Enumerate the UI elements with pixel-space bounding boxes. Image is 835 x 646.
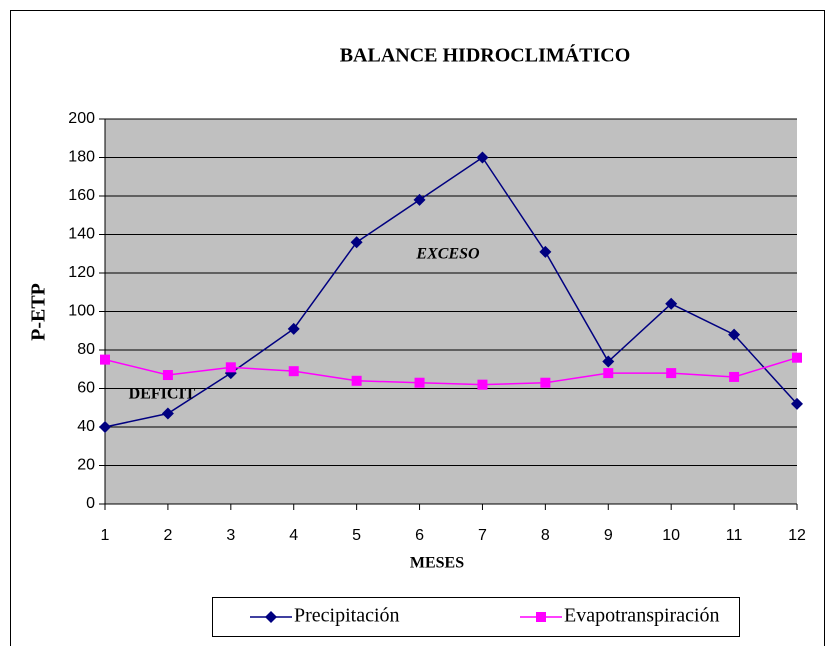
marker	[729, 371, 740, 382]
x-tick-label: 3	[226, 527, 235, 544]
x-tick-label: 5	[352, 527, 361, 544]
y-axis-label: P-ETP	[28, 283, 50, 341]
marker	[100, 354, 110, 365]
legend	[212, 597, 740, 637]
x-axis-label: MESES	[410, 555, 464, 572]
x-tick-label: 7	[478, 527, 487, 544]
marker	[287, 322, 300, 335]
marker	[288, 366, 299, 377]
x-tick-label: 9	[604, 527, 613, 544]
y-tick-label: 200	[68, 110, 95, 127]
marker	[350, 236, 363, 249]
y-tick-label: 60	[77, 380, 95, 397]
x-tick-label: 4	[289, 527, 298, 544]
x-tick-label: 6	[415, 527, 424, 544]
chart-title: BALANCE HIDROCLIMÁTICO	[340, 44, 631, 67]
marker	[728, 328, 741, 341]
x-tick-label: 1	[101, 527, 110, 544]
annotation: DEFICIT	[129, 386, 196, 403]
y-tick-label: 100	[68, 303, 95, 320]
legend-label: Evapotranspiración	[564, 605, 720, 627]
marker	[603, 368, 614, 379]
series-line	[104, 356, 798, 386]
marker	[414, 377, 425, 388]
marker	[161, 407, 174, 420]
y-tick-label: 20	[77, 457, 95, 474]
x-tick-label: 2	[163, 527, 172, 544]
marker	[792, 352, 802, 363]
y-tick-label: 160	[68, 187, 95, 204]
y-tick-label: 80	[77, 341, 95, 358]
y-tick-label: 40	[77, 418, 95, 435]
x-tick-label: 10	[662, 527, 680, 544]
marker	[477, 379, 488, 390]
marker	[791, 397, 803, 410]
marker	[602, 355, 615, 368]
series-line	[104, 156, 798, 428]
marker	[351, 375, 362, 386]
marker	[539, 245, 552, 258]
marker	[476, 151, 489, 164]
annotation: EXCESO	[415, 246, 480, 263]
marker	[666, 368, 677, 379]
y-tick-label: 120	[68, 264, 95, 281]
x-tick-label: 11	[726, 527, 743, 544]
marker	[536, 612, 546, 622]
marker	[665, 297, 678, 310]
marker	[265, 611, 277, 623]
x-tick-label: 12	[788, 527, 806, 544]
y-tick-label: 140	[68, 226, 95, 243]
marker	[162, 370, 173, 381]
marker	[99, 421, 111, 433]
legend-label: Precipitación	[294, 605, 400, 627]
marker	[413, 193, 426, 206]
marker	[225, 362, 236, 373]
marker	[540, 377, 551, 388]
x-tick-label: 8	[541, 527, 550, 544]
y-tick-label: 0	[86, 495, 95, 512]
y-tick-label: 180	[68, 149, 95, 166]
